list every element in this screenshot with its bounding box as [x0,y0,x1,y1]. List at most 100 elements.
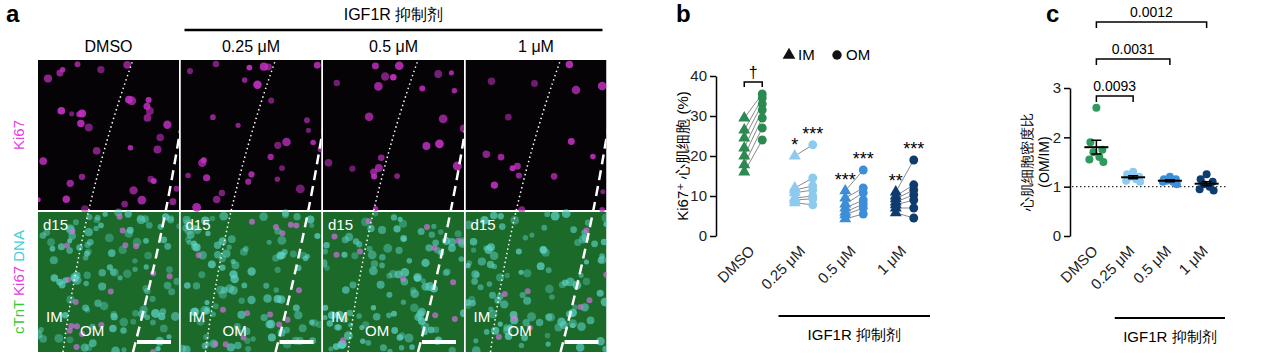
texture [455,238,461,244]
texture [491,181,498,188]
texture [174,186,179,192]
texture [132,310,139,317]
texture [120,327,126,333]
texture [201,157,207,163]
tick-label: 0 [1053,227,1061,244]
texture [97,66,104,73]
tick: 0 [699,227,716,244]
texture [488,78,496,86]
texture [372,62,379,69]
texture [356,313,362,319]
texture [73,299,79,305]
texture [510,216,519,225]
texture [386,273,392,279]
texture [545,333,551,339]
texture [300,252,307,259]
texture [78,109,86,117]
texture [166,334,171,339]
tick-label: 2 [1053,129,1061,146]
texture [245,346,251,352]
texture [516,249,522,255]
texture [203,174,210,181]
tick-label: 10 [690,187,707,204]
texture [487,281,493,287]
texture [409,344,415,350]
texture [584,260,589,265]
texture [123,270,131,278]
texture [73,219,79,225]
texture [314,233,320,239]
point [909,196,918,205]
tick-label: 0.25 μM [1087,242,1138,293]
point [738,165,750,175]
texture [69,228,75,234]
texture [130,319,136,325]
texture [512,315,518,321]
texture [234,342,242,350]
boundary-outer [276,60,322,352]
tick: 20 [690,147,716,164]
texture [546,342,551,347]
texture [419,86,425,92]
texture [184,282,191,289]
texture [108,249,116,257]
texture [121,201,128,208]
texture [304,117,310,123]
texture [267,240,272,245]
texture [85,228,93,236]
image-tile [323,212,464,352]
texture [63,196,70,203]
texture [144,114,152,122]
texture [428,327,435,334]
texture [438,229,444,235]
texture [395,247,402,254]
texture [404,334,413,343]
texture [99,269,106,276]
tick: 0.25 μM [1087,242,1138,293]
tick: 1 μM [873,242,909,278]
micrograph [323,60,464,352]
texture [193,243,201,251]
texture [600,189,605,194]
texture [108,289,114,295]
texture [377,281,385,289]
texture [342,286,350,294]
mean-line [1158,180,1182,182]
texture [371,260,378,267]
p-value: 0.0031 [1112,41,1155,57]
tick: 1 μM [1175,242,1211,278]
point [1210,187,1218,195]
tick: DMSO [714,242,758,286]
tick: 0.5 μM [814,242,859,287]
texture [282,138,291,147]
boundary-inner [206,60,276,352]
texture [399,220,407,228]
micrograph [181,60,322,352]
texture [450,279,456,285]
texture [127,227,134,234]
texture [523,235,528,240]
texture [470,238,478,246]
significance: * [791,135,798,155]
x-axis: DMSO0.25 μM0.5 μM1 μM [1057,242,1211,293]
texture [466,263,471,268]
texture [514,163,521,170]
texture [496,274,504,282]
texture [360,339,365,344]
texture [401,300,406,305]
texture [391,311,397,317]
texture [164,243,171,250]
row-label-part: cTnT [10,300,27,334]
texture [185,173,191,179]
texture [505,273,510,278]
texture [118,275,123,280]
y-axis-title: (OM/IM) [1036,136,1052,187]
texture [192,203,201,212]
tick-label: DMSO [714,242,758,286]
texture [459,256,464,262]
texture [103,212,108,217]
texture [219,264,225,270]
texture [196,252,202,258]
texture [39,157,47,165]
mean-line [1195,183,1219,185]
